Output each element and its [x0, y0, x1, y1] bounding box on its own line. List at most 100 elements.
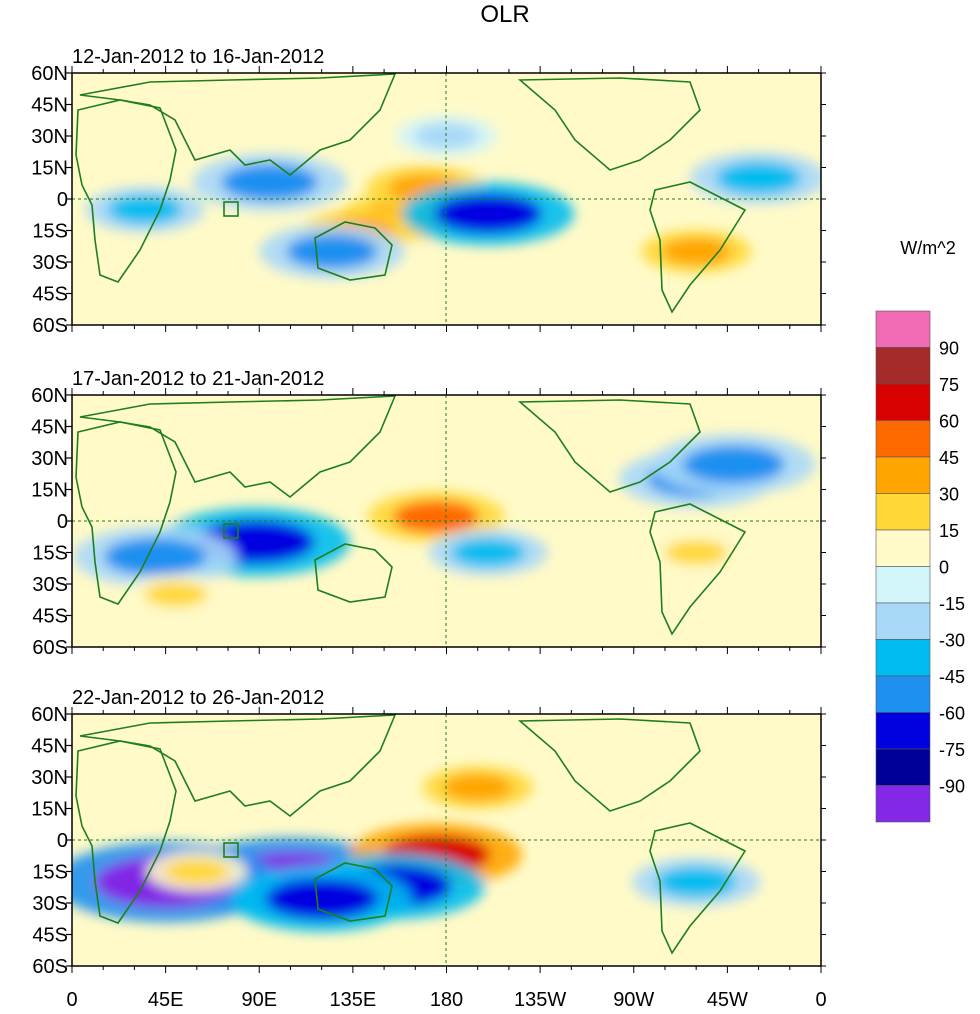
x-tick-label: 180	[430, 989, 463, 1011]
anomaly-blob	[434, 194, 542, 234]
colorbar-swatch	[875, 493, 931, 531]
panel-2: 17-Jan-2012 to 21-Jan-2012 60N 45N 30N 15N 0…	[31, 368, 826, 659]
panel-1-anomalies	[85, 116, 821, 279]
panel-2-region-box	[223, 523, 239, 539]
colorbar-label: 30	[939, 485, 959, 505]
panel-3-anomalies	[72, 766, 761, 932]
x-tick-label: 135E	[330, 989, 377, 1011]
y-tick-label: 45N	[31, 736, 68, 758]
colorbar: 90 75 60 45 30 15 0 -15 -30 -45 -60 -75 -90	[875, 310, 965, 823]
panel-2-y-axis: 60N 45N 30N 15N 0 15S 30S 45S 60S	[31, 385, 826, 659]
y-tick-label: 0	[57, 511, 68, 533]
australia-outline	[314, 543, 393, 603]
colorbar-swatch	[875, 675, 931, 713]
y-tick-label: 0	[57, 189, 68, 211]
colorbar-swatch	[875, 785, 931, 823]
x-tick-label: 0	[815, 989, 826, 1011]
colorbar-swatch	[875, 529, 931, 567]
colorbar-swatch	[875, 566, 931, 604]
anomaly-blob	[107, 195, 183, 224]
australia-outline	[314, 221, 393, 281]
panel-3-label: 22-Jan-2012 to 26-Jan-2012	[72, 687, 324, 709]
colorbar-swatch	[875, 748, 931, 786]
colorbar-label: -15	[939, 594, 965, 614]
anomaly-blob	[450, 538, 526, 567]
colorbar-swatch	[875, 639, 931, 677]
y-tick-label: 30N	[31, 448, 68, 470]
y-tick-label: 45N	[31, 95, 68, 117]
anomaly-blob	[144, 582, 208, 607]
panel-1-landmasses	[75, 73, 747, 314]
africa-outline	[75, 421, 177, 605]
y-tick-label: 30S	[32, 574, 68, 596]
north-america-outline	[517, 77, 701, 171]
colorbar-label: 90	[939, 339, 959, 359]
africa-outline	[75, 99, 177, 283]
colorbar-swatch	[875, 712, 931, 750]
y-tick-label: 60S	[32, 315, 68, 337]
anomaly-blob	[656, 866, 737, 898]
panel-2-anomalies	[73, 434, 816, 615]
colorbar-label: 75	[939, 375, 959, 395]
north-america-outline	[517, 718, 701, 812]
panel-1-y-axis: 60N 45N 30N 15N 0 15S 30S 45S 60S	[31, 63, 826, 337]
y-tick-label: 60S	[32, 637, 68, 659]
panel-2-landmasses	[75, 395, 747, 636]
colorbar-label: 45	[939, 448, 959, 468]
panel-1-label: 12-Jan-2012 to 16-Jan-2012	[72, 46, 324, 68]
colorbar-swatch	[875, 602, 931, 640]
colorbar-label: -75	[939, 740, 965, 760]
panel-3-landmasses	[75, 714, 747, 955]
anomaly-blob	[443, 774, 513, 801]
south-america-outline	[649, 181, 747, 314]
colorbar-label: 0	[939, 558, 949, 578]
colorbar-label: -30	[939, 631, 965, 651]
anomaly-blob	[286, 234, 378, 269]
colorbar-units: W/m^2	[900, 238, 955, 258]
eurasia-outline	[79, 73, 397, 177]
x-tick-label: 0	[66, 989, 77, 1011]
panel-1-region-box	[223, 201, 239, 217]
y-tick-label: 0	[57, 830, 68, 852]
colorbar-swatch	[875, 310, 931, 348]
y-tick-label: 30N	[31, 767, 68, 789]
eurasia-outline	[79, 714, 397, 818]
y-tick-label: 60N	[31, 385, 68, 407]
anomaly-blob	[165, 859, 229, 884]
south-america-outline	[649, 503, 747, 636]
y-tick-label: 15N	[31, 480, 68, 502]
colorbar-swatch	[875, 347, 931, 385]
x-axis: 0 45E 90E 135E 180 135W 90W 45W 0	[66, 989, 826, 1011]
x-tick-label: 45W	[707, 989, 748, 1011]
chart-title: OLR	[480, 1, 529, 28]
y-tick-label: 15S	[32, 543, 68, 565]
x-tick-label: 135W	[514, 989, 566, 1011]
panel-2-label: 17-Jan-2012 to 21-Jan-2012	[72, 368, 324, 390]
eurasia-outline	[79, 395, 397, 499]
y-tick-label: 30S	[32, 252, 68, 274]
colorbar-swatch	[875, 383, 931, 421]
y-tick-label: 15S	[32, 862, 68, 884]
y-tick-label: 15N	[31, 799, 68, 821]
anomaly-blob	[661, 238, 731, 265]
y-tick-label: 45S	[32, 606, 68, 628]
colorbar-label: 60	[939, 412, 959, 432]
anomaly-blob	[393, 500, 479, 533]
australia-outline	[314, 862, 393, 922]
anomaly-blob	[664, 540, 728, 565]
panel-1: 12-Jan-2012 to 16-Jan-2012 60N 45N 30N 15N 0…	[31, 46, 826, 337]
y-tick-label: 45S	[32, 284, 68, 306]
north-america-outline	[517, 399, 701, 493]
y-tick-label: 30N	[31, 126, 68, 148]
colorbar-swatch	[875, 456, 931, 494]
south-america-outline	[649, 822, 747, 955]
y-tick-label: 45S	[32, 925, 68, 947]
colorbar-label: -60	[939, 704, 965, 724]
colorbar-label: 15	[939, 521, 959, 541]
anomaly-blob	[104, 537, 207, 576]
africa-outline	[75, 740, 177, 924]
y-tick-label: 30S	[32, 893, 68, 915]
y-tick-label: 60N	[31, 63, 68, 85]
y-tick-label: 45N	[31, 417, 68, 439]
